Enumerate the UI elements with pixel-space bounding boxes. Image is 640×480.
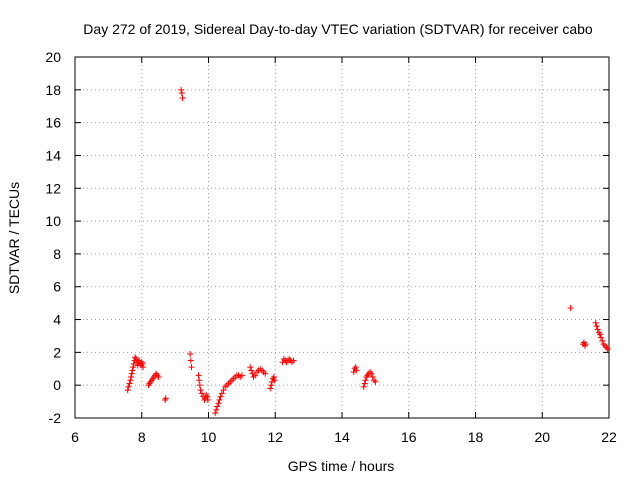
data-point (267, 385, 274, 392)
data-point (140, 364, 147, 371)
data-point (368, 370, 375, 377)
data-point (196, 382, 203, 389)
data-point (204, 396, 211, 403)
x-tick-label: 22 (601, 429, 617, 445)
x-tick-label: 18 (468, 429, 484, 445)
data-point (567, 305, 574, 312)
y-tick-label: 14 (45, 147, 61, 163)
data-point (369, 373, 376, 380)
data-point (126, 380, 133, 387)
y-tick-label: 0 (53, 377, 61, 393)
data-point (127, 377, 134, 384)
x-tick-label: 12 (267, 429, 283, 445)
data-point (178, 90, 185, 97)
data-point (597, 334, 604, 341)
data-point (353, 367, 360, 374)
data-point (197, 387, 204, 394)
x-axis-label: GPS time / hours (288, 458, 395, 474)
data-point (188, 364, 195, 371)
data-point (124, 387, 131, 394)
data-point (212, 410, 219, 417)
data-point (372, 378, 379, 385)
y-axis-label: SDTVAR / TECUs (6, 182, 22, 294)
data-point (214, 403, 221, 410)
data-point (130, 360, 137, 367)
y-tick-label: 16 (45, 115, 61, 131)
y-tick-label: 18 (45, 82, 61, 98)
data-point (213, 406, 220, 413)
data-point (268, 382, 275, 389)
data-point (204, 393, 211, 400)
data-point (196, 377, 203, 384)
data-point (220, 387, 227, 394)
x-tick-label: 8 (138, 429, 146, 445)
data-point (129, 367, 136, 374)
data-point (290, 357, 297, 364)
tick-labels: 6 8 10 12 14 16 18 20 22 -2 0 2 4 6 8 10 12 14 16 18 20 (45, 49, 617, 445)
x-tick-label: 10 (201, 429, 217, 445)
x-tick-label: 6 (71, 429, 79, 445)
data-point (187, 351, 194, 358)
data-point (216, 396, 223, 403)
x-tick-label: 16 (401, 429, 417, 445)
data-point (179, 95, 186, 102)
data-point (270, 373, 277, 380)
data-point (271, 377, 278, 384)
data-point (594, 326, 601, 333)
y-tick-label: 20 (45, 49, 61, 65)
x-tick-label: 20 (534, 429, 550, 445)
data-points (124, 86, 611, 417)
y-tick-label: 12 (45, 180, 61, 196)
data-point (178, 86, 185, 93)
data-point (215, 400, 222, 407)
y-tick-label: 8 (53, 246, 61, 262)
data-point (352, 364, 359, 371)
data-point (198, 390, 205, 397)
data-point (361, 380, 368, 387)
data-point (139, 360, 146, 367)
data-point (360, 383, 367, 390)
y-tick-label: 2 (53, 344, 61, 360)
data-point (362, 377, 369, 384)
data-point (187, 357, 194, 364)
data-point (162, 395, 169, 402)
data-point (593, 323, 600, 330)
x-tick-label: 14 (334, 429, 350, 445)
y-tick-label: -2 (49, 410, 62, 426)
data-point (252, 372, 259, 379)
data-point (592, 319, 599, 326)
data-point (582, 341, 589, 348)
data-point (218, 390, 225, 397)
chart-title: Day 272 of 2019, Sidereal Day-to-day VTE… (83, 21, 593, 37)
data-point (248, 367, 255, 374)
data-point (125, 383, 132, 390)
data-point (128, 373, 135, 380)
data-point (128, 370, 135, 377)
data-point (130, 364, 137, 371)
grid-lines (75, 57, 609, 418)
y-tick-label: 10 (45, 213, 61, 229)
axis-ticks (74, 56, 610, 419)
data-point (155, 373, 162, 380)
data-point (262, 370, 269, 377)
data-point (238, 372, 245, 379)
data-point (599, 337, 606, 344)
data-point (596, 331, 603, 338)
y-tick-label: 4 (53, 312, 61, 328)
data-point (217, 393, 224, 400)
data-point (133, 355, 140, 362)
data-point (604, 346, 611, 353)
data-point (195, 372, 202, 379)
y-tick-label: 6 (53, 279, 61, 295)
data-point (247, 364, 254, 371)
